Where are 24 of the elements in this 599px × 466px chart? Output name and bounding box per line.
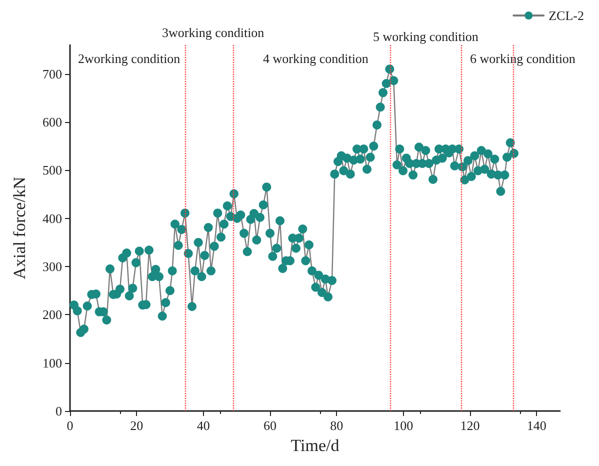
annotation: 2working condition — [78, 51, 181, 66]
y-tick-label: 600 — [42, 114, 62, 130]
legend-label: ZCL-2 — [548, 8, 584, 23]
y-tick-label: 0 — [56, 404, 62, 418]
y-tick-label: 200 — [42, 307, 62, 322]
x-tick-label: 80 — [330, 418, 344, 433]
y-tick-label: 700 — [42, 66, 62, 82]
x-tick-label: 0 — [66, 418, 74, 433]
x-tick-label: 120 — [460, 418, 480, 433]
text: 5 working condition — [373, 29, 479, 44]
x-tick-label: 20 — [130, 418, 144, 433]
y-axis-title: Axial force/kN — [10, 176, 29, 280]
text: 3working condition — [162, 25, 265, 40]
x-tick-label: 100 — [394, 418, 414, 433]
y-tick-label: 400 — [42, 210, 62, 226]
x-tick-label: 40 — [196, 418, 210, 433]
y-tick-label: 500 — [42, 162, 62, 178]
x-axis-title: Time/d — [290, 436, 340, 455]
x-tick-label: 140 — [526, 418, 546, 433]
annotation: 4 working condition — [263, 51, 369, 66]
y-tick-label: 300 — [42, 259, 62, 274]
y-tick-label: 100 — [42, 355, 62, 370]
x-tick-label: 60 — [264, 418, 276, 433]
annotation: 6 working condition — [470, 51, 576, 66]
